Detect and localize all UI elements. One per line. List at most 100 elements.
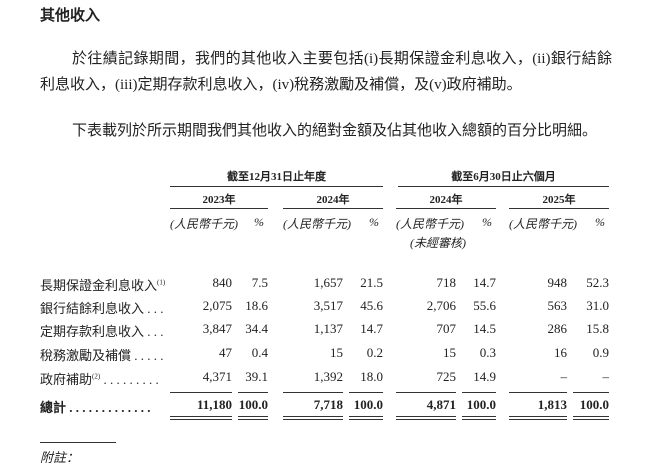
- label-text: 政府補助: [40, 372, 93, 387]
- label-text: 稅務激勵及補償 . . . . .: [40, 348, 164, 363]
- cell: 1,657: [313, 275, 343, 290]
- cell: 563: [547, 298, 568, 313]
- cell: 2,075: [202, 298, 232, 313]
- cell: 14.9: [473, 369, 496, 384]
- rule: [462, 416, 496, 417]
- cell: 34.4: [245, 321, 268, 336]
- cell: 1,137: [313, 321, 343, 336]
- cell: 39.1: [245, 369, 268, 384]
- rule: [170, 416, 232, 417]
- note-ref: (2): [92, 372, 101, 381]
- row-label: 稅務激勵及補償 . . . . .: [40, 345, 164, 364]
- cell: 100.0: [238, 397, 268, 412]
- rule: [462, 419, 496, 420]
- cell: 718: [436, 275, 457, 290]
- footnote-rule: [40, 442, 116, 443]
- unit-label: %: [595, 215, 605, 229]
- label-text: 定期存款利息收入 . . .: [40, 324, 164, 339]
- year-header: 2025年: [542, 194, 576, 206]
- cell: 948: [547, 275, 568, 290]
- rule: [283, 419, 343, 420]
- label-text: 長期保證金利息收入: [40, 278, 158, 293]
- cell: 18.6: [245, 298, 268, 313]
- rule: [509, 416, 567, 417]
- group-header: 截至12月31日止年度: [227, 171, 326, 183]
- paragraph: 於往績記錄期間，我們的其他收入主要包括(i)長期保證金利息收入，(ii)銀行結餘…: [40, 51, 612, 93]
- cell: 0.2: [366, 345, 383, 360]
- unit-label: %: [369, 215, 379, 229]
- rule: [283, 392, 343, 393]
- cell: 55.6: [473, 298, 496, 313]
- cell: 2,706: [426, 298, 456, 313]
- cell: 0.3: [479, 345, 496, 360]
- rule: [573, 392, 609, 393]
- cell: 18.0: [360, 369, 383, 384]
- row-label: 銀行結餘利息收入 . . .: [40, 298, 164, 317]
- cell: 725: [436, 369, 457, 384]
- cell: 16: [554, 345, 567, 360]
- note-ref: (1): [157, 278, 166, 287]
- heading: 其他收入: [40, 8, 101, 24]
- leader-dots: . . . . . . . . . . . . .: [66, 400, 151, 415]
- rule: [462, 392, 496, 393]
- label-text: 銀行結餘利息收入 . . .: [40, 301, 164, 316]
- rule: [238, 392, 268, 393]
- cell: –: [560, 369, 568, 384]
- row-label: 長期保證金利息收入(1): [40, 275, 165, 294]
- rule: [509, 419, 567, 420]
- cell: 21.5: [360, 275, 383, 290]
- rule: [283, 208, 383, 209]
- cell: 11,180: [196, 397, 232, 412]
- cell: 14.5: [473, 321, 496, 336]
- row-label: 政府補助(2) . . . . . . . . .: [40, 369, 159, 388]
- rule: [396, 392, 456, 393]
- cell: 286: [547, 321, 568, 336]
- cell: 47: [219, 345, 232, 360]
- unaudited-label: (未經審核): [410, 236, 466, 250]
- row-label: 定期存款利息收入 . . .: [40, 321, 164, 340]
- cell: 100.0: [353, 397, 383, 412]
- cell: 14.7: [360, 321, 383, 336]
- unit-label: (人民幣千元): [509, 217, 577, 231]
- rule: [170, 208, 268, 209]
- cell: 4,871: [426, 397, 456, 412]
- rule: [170, 392, 232, 393]
- rule: [349, 419, 383, 420]
- leader-dots: . . . . . . . . .: [100, 372, 159, 387]
- unit-label: (人民幣千元): [283, 217, 351, 231]
- cell: 0.4: [251, 345, 268, 360]
- cell: 1,813: [537, 397, 567, 412]
- cell: 4,371: [202, 369, 232, 384]
- cell: 1,392: [313, 369, 343, 384]
- unit-label: %: [482, 215, 492, 229]
- rule: [283, 416, 343, 417]
- rule: [509, 208, 609, 209]
- cell: 15.8: [586, 321, 609, 336]
- paragraph: 下表載列於所示期間我們其他收入的絕對金額及佔其他收入總額的百分比明細。: [72, 123, 598, 139]
- label-text: 總計: [40, 400, 67, 415]
- cell: 14.7: [473, 275, 496, 290]
- rule: [170, 419, 232, 420]
- rule: [396, 416, 456, 417]
- unit-label: (人民幣千元): [396, 217, 464, 231]
- cell: –: [602, 369, 610, 384]
- rule: [398, 186, 609, 187]
- unit-label: %: [254, 215, 264, 229]
- rule: [573, 419, 609, 420]
- rule: [238, 419, 268, 420]
- cell: 15: [443, 345, 456, 360]
- year-header: 2024年: [316, 194, 350, 206]
- cell: 100.0: [466, 397, 496, 412]
- rule: [238, 416, 268, 417]
- cell: 0.9: [592, 345, 609, 360]
- year-header: 2024年: [429, 194, 463, 206]
- footnote-heading: 附註：: [40, 450, 80, 465]
- rule: [170, 186, 383, 187]
- rule: [396, 208, 496, 209]
- cell: 7.5: [251, 275, 268, 290]
- cell: 840: [212, 275, 233, 290]
- rule: [573, 416, 609, 417]
- rule: [349, 416, 383, 417]
- cell: 3,847: [202, 321, 232, 336]
